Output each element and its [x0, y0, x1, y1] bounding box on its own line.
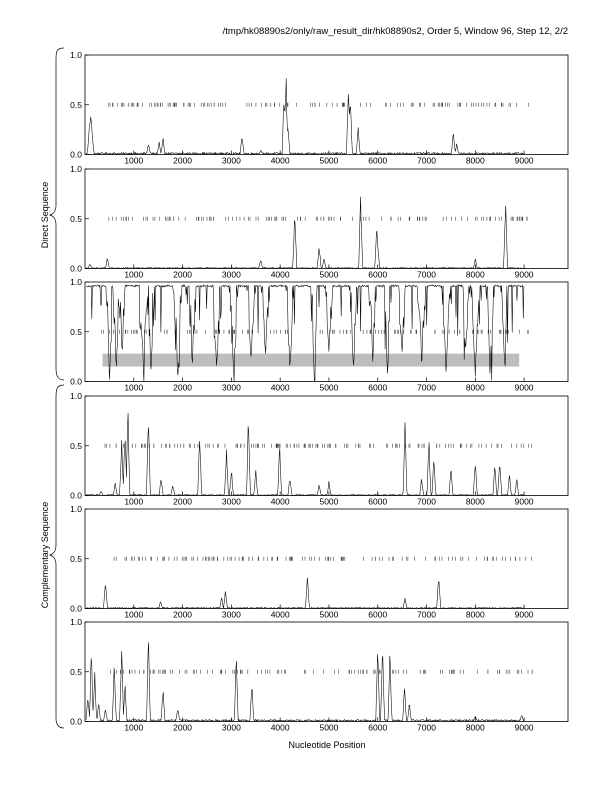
x-tick-label: 4000	[271, 723, 290, 733]
x-tick-label: 3000	[222, 270, 241, 280]
x-tick-label: 5000	[319, 156, 338, 166]
x-tick-label: 4000	[271, 383, 290, 393]
x-tick-label: 9000	[515, 156, 534, 166]
x-tick-label: 9000	[515, 270, 534, 280]
x-tick-label: 4000	[271, 270, 290, 280]
x-tick-label: 5000	[319, 497, 338, 507]
x-tick-label: 8000	[466, 270, 485, 280]
y-tick-label: 0.5	[70, 441, 82, 451]
panel-3: 0.0 0.5 1.0 1000 2000 3000 4000 5000 6000 7000 800…	[70, 277, 569, 393]
x-tick-label: 2000	[173, 723, 192, 733]
x-tick-label: 2000	[173, 497, 192, 507]
x-tick-label: 2000	[173, 156, 192, 166]
x-tick-label: 6000	[368, 723, 387, 733]
direct-sequence-label: Direct Sequence	[40, 182, 50, 249]
series-line	[85, 412, 524, 497]
y-tick-label: 0.5	[70, 554, 82, 564]
series-line	[85, 78, 524, 156]
x-tick-label: 7000	[417, 383, 436, 393]
x-tick-label: 9000	[515, 497, 534, 507]
x-tick-label: 8000	[466, 497, 485, 507]
x-tick-label: 5000	[319, 270, 338, 280]
x-tick-label: 2000	[173, 383, 192, 393]
x-tick-label: 8000	[466, 156, 485, 166]
x-tick-label: 5000	[319, 723, 338, 733]
y-tick-label: 0.0	[70, 604, 82, 614]
x-tick-label: 6000	[368, 610, 387, 620]
y-tick-label: 0.0	[70, 377, 82, 387]
panels-group: 0.0 0.5 1.0 1000 2000 3000 4000 5000 6000 7000 800…	[70, 50, 569, 733]
y-tick-label: 0.5	[70, 214, 82, 224]
x-tick-label: 3000	[222, 156, 241, 166]
y-tick-label: 0.0	[70, 264, 82, 274]
y-tick-label: 0.5	[70, 100, 82, 110]
complementary-group-brace	[48, 384, 65, 729]
x-tick-label: 1000	[124, 383, 143, 393]
series-line	[85, 284, 525, 382]
x-tick-label: 7000	[417, 723, 436, 733]
series-line	[85, 196, 524, 270]
x-tick-label: 7000	[417, 156, 436, 166]
x-tick-label: 1000	[124, 723, 143, 733]
x-tick-label: 1000	[124, 270, 143, 280]
shaded-band	[102, 353, 520, 367]
series-line	[85, 642, 524, 723]
x-tick-label: 9000	[515, 723, 534, 733]
panel-6: 0.0 0.5 1.0 1000 2000 3000 4000 5000 6000 7000 800…	[70, 617, 569, 733]
x-tick-label: 1000	[124, 497, 143, 507]
x-tick-label: 6000	[368, 270, 387, 280]
y-tick-label: 0.0	[70, 491, 82, 501]
x-tick-label: 9000	[515, 383, 534, 393]
panel-2: 0.0 0.5 1.0 1000 2000 3000 4000 5000 6000 7000 800…	[70, 164, 569, 280]
complementary-sequence-label: Complementary Sequence	[40, 502, 50, 609]
x-tick-label: 7000	[417, 270, 436, 280]
y-tick-label: 1.0	[70, 164, 82, 174]
y-tick-label: 1.0	[70, 504, 82, 514]
x-tick-label: 6000	[368, 497, 387, 507]
y-tick-label: 1.0	[70, 617, 82, 627]
x-tick-label: 7000	[417, 497, 436, 507]
x-tick-label: 4000	[271, 610, 290, 620]
panel-frame	[84, 621, 569, 722]
direct-group-brace	[48, 47, 65, 381]
x-tick-label: 3000	[222, 723, 241, 733]
panel-5: 0.0 0.5 1.0 1000 2000 3000 4000 5000 6000 7000 800…	[70, 504, 569, 620]
y-tick-label: 1.0	[70, 391, 82, 401]
x-tick-label: 1000	[124, 610, 143, 620]
x-tick-label: 3000	[222, 610, 241, 620]
y-tick-label: 0.0	[70, 150, 82, 160]
x-tick-label: 5000	[319, 610, 338, 620]
x-tick-label: 8000	[466, 610, 485, 620]
y-tick-label: 1.0	[70, 50, 82, 60]
y-tick-label: 0.0	[70, 717, 82, 727]
x-tick-label: 5000	[319, 383, 338, 393]
panel-4: 0.0 0.5 1.0 1000 2000 3000 4000 5000 6000 7000 800…	[70, 391, 569, 507]
x-tick-label: 2000	[173, 270, 192, 280]
x-tick-label: 1000	[124, 156, 143, 166]
x-tick-label: 8000	[466, 723, 485, 733]
x-tick-label: 8000	[466, 383, 485, 393]
x-tick-label: 7000	[417, 610, 436, 620]
panel-1: 0.0 0.5 1.0 1000 2000 3000 4000 5000 6000 7000 800…	[70, 50, 569, 166]
x-tick-label: 4000	[271, 156, 290, 166]
x-axis-label: Nucleotide Position	[288, 740, 365, 750]
figure-title: /tmp/hk08890s2/only/raw_result_dir/hk088…	[223, 26, 568, 37]
x-tick-label: 9000	[515, 610, 534, 620]
x-tick-label: 4000	[271, 497, 290, 507]
x-tick-label: 6000	[368, 383, 387, 393]
y-tick-label: 0.5	[70, 327, 82, 337]
x-tick-label: 6000	[368, 156, 387, 166]
y-tick-label: 0.5	[70, 667, 82, 677]
series-line	[85, 577, 524, 610]
x-tick-label: 3000	[222, 383, 241, 393]
y-tick-label: 1.0	[70, 277, 82, 287]
x-tick-label: 2000	[173, 610, 192, 620]
x-tick-label: 3000	[222, 497, 241, 507]
